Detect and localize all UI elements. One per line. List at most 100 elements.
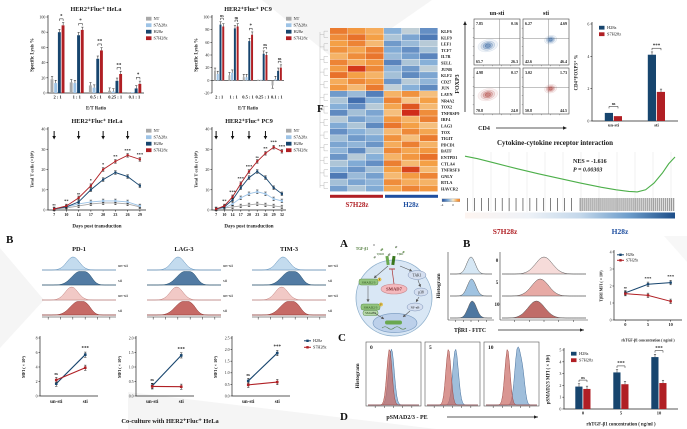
chart-shape: [402, 65, 420, 72]
chart-shape: [42, 271, 116, 286]
chart-shape: [384, 166, 402, 173]
chart-shape: [348, 122, 366, 129]
panel-letter-D: D: [340, 411, 348, 423]
panel-exhaustion-histograms-svg: PD-1 un-sti sti un-sti sti LAG-3 un-sti sti un-s…: [42, 246, 339, 320]
chart-shape: [330, 78, 348, 85]
panel-psmad-histograms: Histogram 0 5 10 pSMAD2/3 - PE: [352, 338, 542, 426]
chart-text: MFI ( × 10⁴): [117, 355, 122, 378]
panel-mfi-plots: 0 2 4 6 8 MFI ( × 10⁴) un-sti sti ns *** 0.0 0.5 1.0…: [20, 330, 336, 426]
chart-shape: [330, 34, 348, 41]
chart-text: *: [102, 162, 105, 167]
chart-shape: [57, 32, 61, 93]
chart-shape: [323, 93, 328, 101]
chart-text: H28z: [294, 29, 304, 34]
chart-shape: [247, 352, 278, 382]
chart-shape: [402, 46, 420, 53]
chart-text: S7H28z: [294, 148, 308, 153]
chart-text: LAG3: [441, 124, 452, 129]
chart-shape: [280, 205, 283, 209]
chart-text: 0: [610, 318, 612, 322]
chart-text: 1: [559, 395, 561, 400]
chart-shape: [54, 378, 58, 382]
chart-shape: [264, 176, 267, 179]
chart-text: 0.1 : 1: [129, 95, 141, 100]
chart-text: GNLY: [441, 174, 453, 179]
chart-shape: [348, 97, 366, 104]
chart-shape: [146, 36, 152, 41]
chart-shape: [420, 135, 438, 141]
chart-shape: [330, 116, 348, 123]
chart-shape: [275, 351, 279, 355]
chart-text: LAG-3: [174, 246, 193, 253]
chart-text: HER2⁺Fluc⁺ PC9: [224, 6, 272, 13]
chart-shape: [407, 270, 427, 280]
chart-shape: [264, 152, 267, 155]
chart-shape: [230, 136, 235, 140]
chart-text: PDCD1: [441, 142, 455, 147]
chart-shape: [348, 179, 366, 186]
chart-shape: [348, 84, 366, 91]
watermark-triangle: [664, 236, 687, 262]
chart-text: 29: [272, 212, 276, 217]
chart-shape: [621, 384, 629, 409]
chart-text: PD-1: [72, 246, 86, 253]
chart-shape: [131, 92, 134, 93]
chart-shape: [348, 128, 366, 135]
chart-text: 6.27: [525, 21, 532, 26]
chart-text: 1.0: [129, 365, 134, 369]
chart-shape: [384, 116, 402, 123]
chart-shape: [384, 135, 402, 141]
chart-shape: [138, 158, 141, 161]
chart-shape: [441, 198, 460, 202]
chart-text: 5: [496, 281, 499, 286]
chart-shape: [330, 135, 348, 141]
chart-shape: [402, 154, 420, 160]
chart-text: 29: [138, 212, 142, 217]
chart-shape: [522, 18, 570, 66]
chart-text: NT: [154, 16, 160, 21]
chart-shape: [179, 385, 183, 389]
chart-text: ns: [612, 102, 616, 106]
chart-shape: [624, 292, 627, 295]
chart-shape: [83, 353, 87, 356]
chart-shape: [77, 196, 80, 199]
chart-shape: [384, 141, 402, 148]
panel-letter-B-exhaustion: B: [6, 234, 14, 246]
chart-text: 23: [113, 212, 117, 217]
chart-shape: [279, 67, 282, 81]
chart-text: 10: [488, 345, 494, 351]
chart-shape: [213, 70, 216, 81]
chart-text: 0.5 : 1: [242, 95, 254, 100]
chart-shape: [381, 326, 407, 330]
chart-text: 10: [495, 303, 501, 308]
chart-shape: [134, 88, 138, 93]
chart-text: 14: [231, 212, 235, 217]
chart-text: HER2⁺Fluc⁺ HeLa: [71, 118, 122, 125]
chart-text: NT: [294, 128, 300, 133]
chart-text: S7H28z: [313, 345, 327, 350]
chart-shape: [391, 255, 396, 266]
chart-shape: [384, 154, 402, 160]
chart-text: sti: [223, 278, 228, 283]
chart-text: ***: [617, 362, 625, 367]
chart-shape: [402, 166, 420, 173]
chart-shape: [502, 256, 586, 275]
chart-text: 10: [205, 187, 209, 192]
chart-shape: [138, 184, 141, 187]
chart-text: 10: [657, 411, 662, 416]
chart-text: 30: [41, 147, 45, 152]
chart-text: 23: [255, 212, 259, 217]
chart-shape: [402, 109, 420, 116]
chart-shape: [53, 207, 56, 211]
panel-letter-C: C: [338, 332, 346, 344]
chart-shape: [126, 200, 129, 203]
chart-text: ns: [278, 57, 282, 61]
chart-text: sti: [83, 400, 89, 405]
chart-text: Total T cells (×10⁶): [30, 151, 35, 188]
chart-text: ns: [53, 202, 57, 206]
chart-shape: [61, 25, 65, 93]
panel-psmad-bar: 0 1 2 3 4 5 pSMAD2/3 MFI ( × 10⁴) rhTGF-β1 conc…: [544, 336, 684, 428]
chart-text: 1.5: [129, 351, 134, 355]
chart-shape: [384, 91, 402, 97]
chart-text: 4: [587, 54, 589, 59]
